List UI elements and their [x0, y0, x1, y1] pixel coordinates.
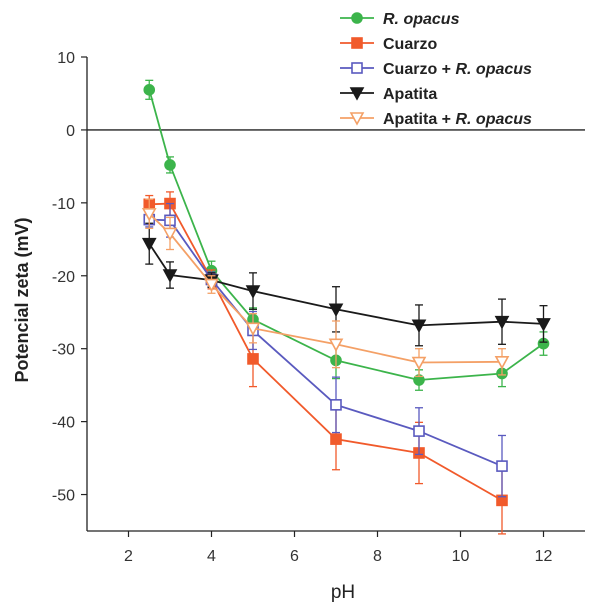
y-tick-label: -50: [52, 488, 75, 505]
data-point: [143, 84, 156, 96]
data-point: [496, 460, 508, 472]
y-tick-label: 0: [66, 123, 75, 140]
legend-marker: [349, 87, 365, 101]
legend-label-part: R. opacus: [455, 111, 532, 128]
legend-label-part: Cuarzo: [383, 36, 437, 53]
data-point: [162, 227, 178, 242]
data-point: [536, 318, 551, 332]
x-tick-label: 2: [124, 548, 133, 565]
series-5: [141, 198, 510, 378]
series-line: [148, 89, 545, 381]
series-line: [148, 213, 503, 364]
data-point: [245, 322, 261, 336]
y-tick-label: -10: [52, 196, 75, 213]
axes: 10 0 -10 -20 -30 -40 -50 2 4 6 8 10 12: [52, 50, 585, 565]
series-4: [141, 222, 551, 347]
data-point: [413, 425, 425, 437]
series-3: [143, 202, 508, 498]
data-point: [245, 285, 261, 299]
x-tick-label: 8: [373, 548, 382, 565]
legend-entry: R. opacus: [340, 11, 460, 28]
legend-label-part: Apatita +: [383, 111, 455, 128]
data-point: [328, 338, 344, 352]
legend-label: Apatita + R. opacus: [383, 111, 532, 128]
legend-entry: Cuarzo + R. opacus: [340, 61, 532, 78]
data-point: [411, 356, 427, 371]
y-tick-label: -20: [52, 269, 75, 286]
legend-label: Cuarzo + R. opacus: [383, 61, 532, 78]
x-tick-label: 12: [535, 548, 553, 565]
legend-label-part: R. opacus: [455, 61, 532, 78]
x-tick-label: 4: [207, 548, 216, 565]
data-point: [162, 269, 178, 283]
y-tick-label: -30: [52, 342, 75, 359]
legend-marker: [349, 112, 365, 126]
legend-label-part: R. opacus: [383, 11, 460, 28]
data-point: [204, 278, 219, 293]
legend-label: Cuarzo: [383, 36, 437, 53]
legend-marker: [351, 12, 363, 24]
data-point: [328, 303, 344, 317]
legend-marker: [351, 37, 363, 49]
y-axis-label: Potencial zeta (mV): [12, 217, 32, 382]
data-point: [494, 315, 510, 330]
data-point: [141, 237, 157, 252]
data-point: [141, 207, 157, 222]
legend-entry: Apatita: [340, 86, 437, 103]
data-point: [330, 433, 342, 445]
data-point: [164, 159, 176, 171]
x-tick-label: 6: [290, 548, 299, 565]
legend-label-part: Apatita: [383, 86, 437, 103]
data-point: [494, 356, 510, 370]
y-tick-label: 10: [57, 50, 75, 67]
legend-entry: Apatita + R. opacus: [340, 111, 532, 128]
x-axis-label: pH: [331, 582, 355, 603]
series-layer: [141, 79, 551, 535]
data-point: [330, 399, 342, 411]
legend-label-part: Cuarzo +: [383, 61, 455, 78]
x-tick-label: 10: [452, 548, 470, 565]
legend-label: Apatita: [383, 86, 437, 103]
series-line: [148, 243, 544, 327]
y-tick-label: -40: [52, 415, 75, 432]
legend-entry: Cuarzo: [340, 36, 437, 53]
data-point: [411, 319, 427, 334]
legend-label: R. opacus: [383, 11, 460, 28]
data-point: [247, 353, 259, 365]
legend-marker: [351, 62, 363, 74]
